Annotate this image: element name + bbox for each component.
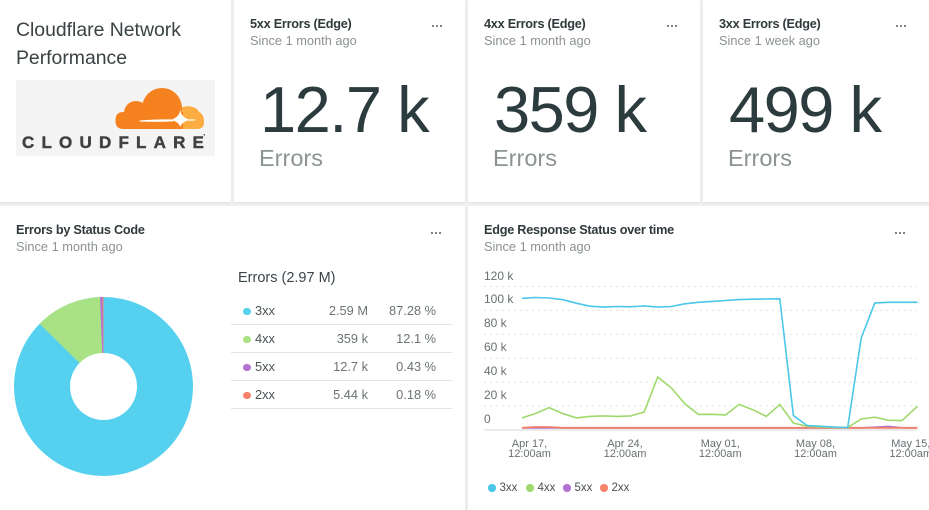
svg-text:CLOUDFLARE: CLOUDFLARE <box>22 133 211 152</box>
svg-text:ʼ: ʼ <box>203 133 205 142</box>
